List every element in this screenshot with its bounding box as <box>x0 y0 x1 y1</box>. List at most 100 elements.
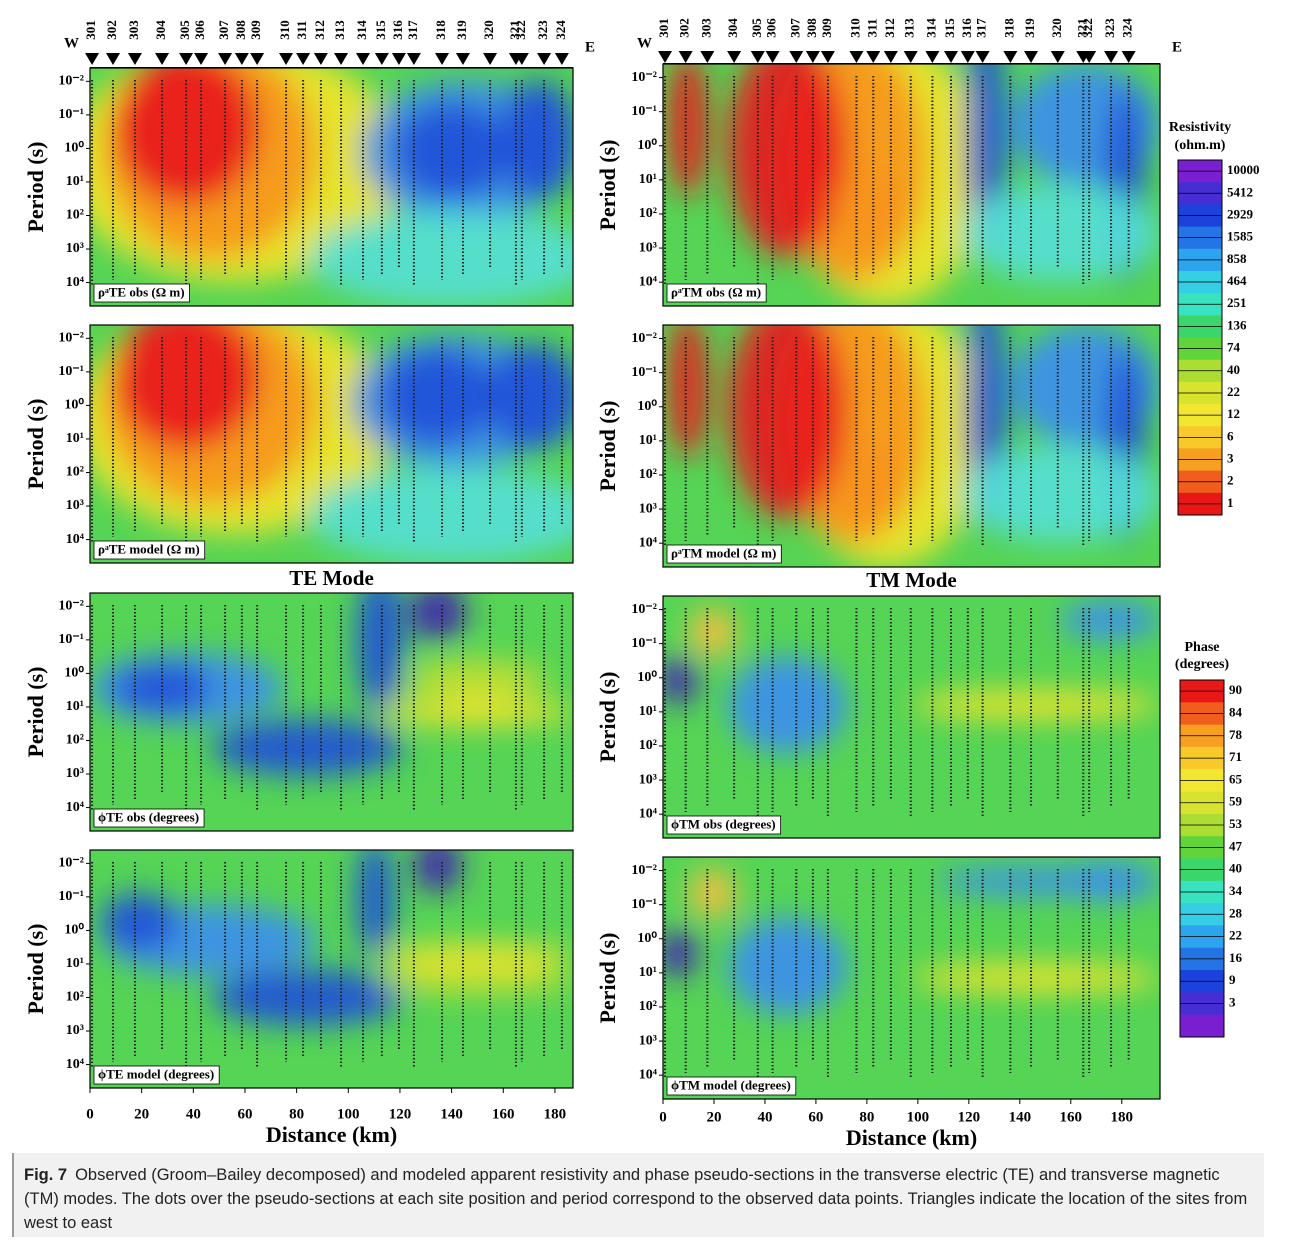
site-triangle <box>374 53 389 65</box>
y-tick-label: 10¹ <box>639 965 657 980</box>
site-triangle <box>391 53 406 65</box>
site-label: 323 <box>535 20 550 40</box>
field-patch <box>727 325 847 519</box>
site-label: 307 <box>216 20 231 40</box>
field-patch <box>114 68 260 204</box>
y-tick-label: 10¹ <box>639 704 657 719</box>
x-tick-label: 140 <box>1009 1109 1032 1125</box>
colorbar-tick-label: 47 <box>1229 838 1243 853</box>
panel-frame <box>89 324 574 564</box>
colorbar-tick-label: 34 <box>1229 883 1243 898</box>
y-tick-label: 10⁰ <box>64 141 84 156</box>
site-label: 307 <box>787 18 802 38</box>
site-label: 323 <box>1102 18 1117 38</box>
site-label: 317 <box>974 18 989 38</box>
x-tick-label: 160 <box>492 1106 515 1122</box>
pseudo-section <box>663 596 1160 838</box>
x-tick-label: 40 <box>757 1109 772 1125</box>
y-tick-label: 10³ <box>66 1023 84 1038</box>
panel-label: ϕTE model (degrees) <box>98 1066 214 1081</box>
site-label: 305 <box>749 18 764 38</box>
y-tick-label: 10¹ <box>639 433 657 448</box>
site-triangle <box>334 53 349 65</box>
y-tick-label: 10³ <box>639 1033 657 1048</box>
pseudo-section <box>90 850 573 1088</box>
field-patch <box>1060 600 1160 640</box>
panel-label-box <box>666 544 782 564</box>
field-patch <box>486 344 573 449</box>
x-tick-label: 60 <box>237 1106 252 1122</box>
section-field <box>90 593 573 777</box>
y-tick-label: 10⁻² <box>58 856 84 871</box>
site-label: 322 <box>1080 18 1095 38</box>
y-tick-label: 10⁻² <box>631 70 657 85</box>
site-triangle <box>514 53 529 65</box>
field-patch <box>911 963 1160 993</box>
site-label: 313 <box>902 18 917 38</box>
field-patch <box>379 348 496 444</box>
field-patch <box>831 172 912 246</box>
site-triangle <box>250 53 265 65</box>
y-tick-label: 10¹ <box>66 699 84 714</box>
y-tick-label: 10⁻¹ <box>631 365 657 380</box>
site-label: 319 <box>1022 18 1037 38</box>
field-patch <box>408 593 467 641</box>
site-label: 320 <box>1049 18 1064 38</box>
site-triangle <box>944 51 959 63</box>
site-label: 312 <box>882 18 897 38</box>
mode-title: TM Mode <box>866 568 956 592</box>
field-patch <box>355 850 395 958</box>
site-triangle <box>85 53 100 65</box>
y-tick-label: 10³ <box>66 498 84 513</box>
y-tick-label: 10¹ <box>66 956 84 971</box>
panel-label: ρᵃTM model (Ω m) <box>671 545 776 560</box>
site-label: 313 <box>332 20 347 40</box>
site-triangle <box>1082 51 1097 63</box>
site-label: 309 <box>248 20 263 40</box>
site-triangle <box>789 51 804 63</box>
field-patch <box>961 446 1160 543</box>
site-triangle <box>455 53 470 65</box>
site-triangle <box>155 53 170 65</box>
site-label: 316 <box>959 18 974 38</box>
section-field <box>90 325 573 563</box>
site-label: 304 <box>153 20 168 40</box>
site-triangle <box>765 51 780 63</box>
section-field <box>663 600 1160 754</box>
y-tick-label: 10⁰ <box>637 138 657 153</box>
site-label: 319 <box>454 20 469 40</box>
y-tick-label: 10² <box>66 465 84 480</box>
site-label: 302 <box>104 20 119 40</box>
pseudo-section <box>90 325 573 563</box>
panel-label-box <box>666 1076 797 1096</box>
site-label: 308 <box>804 18 819 38</box>
x-axis-label: Distance (km) <box>266 1122 397 1147</box>
colorbar-tick-label: 1585 <box>1227 229 1254 244</box>
field-patch <box>99 892 177 950</box>
site-label: 316 <box>390 20 405 40</box>
panel-label-box <box>93 1065 220 1085</box>
colorbar-tick-label: 10000 <box>1227 162 1260 177</box>
site-triangle <box>883 51 898 63</box>
site-label: 303 <box>126 20 141 40</box>
mode-title: TE Mode <box>289 566 374 590</box>
site-label: 310 <box>847 18 862 38</box>
colorbar-tick-label: 251 <box>1227 295 1247 310</box>
y-tick-label: 10² <box>639 999 657 1014</box>
site-triangle <box>1104 51 1119 63</box>
site-triangle <box>1024 51 1039 63</box>
x-tick-label: 120 <box>958 1109 981 1125</box>
y-tick-label: 10⁴ <box>639 1067 658 1082</box>
x-tick-label: 140 <box>440 1106 463 1122</box>
colorbar-tick-label: 78 <box>1229 727 1243 742</box>
colorbar-tick-label: 9 <box>1229 972 1236 987</box>
site-triangle <box>356 53 371 65</box>
site-label: 324 <box>553 20 568 40</box>
colorbar-title: Resistivity <box>1169 120 1231 135</box>
x-tick-label: 180 <box>544 1106 567 1122</box>
colorbar-tick-label: 65 <box>1229 771 1243 786</box>
y-tick-label: 10⁰ <box>637 399 657 414</box>
y-axis-label: Period (s) <box>595 139 620 230</box>
